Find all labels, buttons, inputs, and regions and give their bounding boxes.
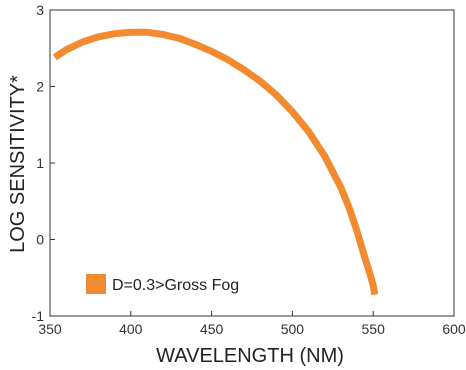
legend: D=0.3>Gross Fog [86, 274, 239, 294]
ticks: 350 400 450 500 550 600 -1 0 1 2 3 [32, 2, 466, 337]
axes [49, 9, 455, 317]
y-tick-label: 1 [36, 155, 44, 171]
x-tick-label: 600 [442, 321, 466, 337]
x-tick-label: 550 [362, 321, 386, 337]
series-line [52, 28, 379, 296]
y-axis-title: LOG SENSITIVITY* [7, 75, 29, 253]
x-axis-title: WAVELENGTH (NM) [156, 345, 344, 367]
x-tick-label: 400 [119, 321, 143, 337]
legend-swatch [86, 274, 106, 294]
plot-frame [49, 9, 455, 317]
x-tick-label: 350 [38, 321, 62, 337]
y-tick-label: -1 [32, 308, 45, 324]
legend-label: D=0.3>Gross Fog [112, 277, 239, 294]
y-tick-label: 2 [36, 79, 44, 95]
x-tick-label: 450 [200, 321, 224, 337]
x-tick-label: 500 [281, 321, 305, 337]
series-layer [52, 28, 379, 296]
y-tick-label: 3 [36, 2, 44, 18]
y-tick-label: 0 [36, 232, 44, 248]
